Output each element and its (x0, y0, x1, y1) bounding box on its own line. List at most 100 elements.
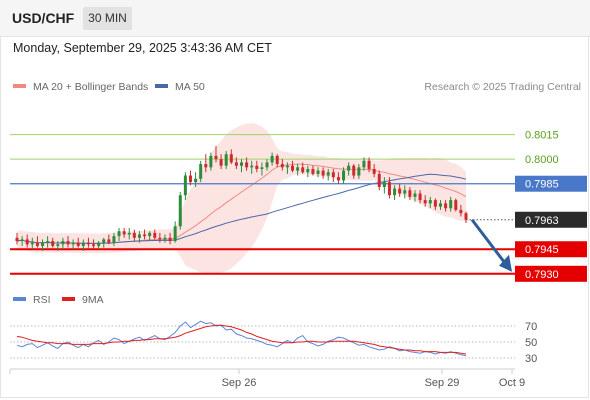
candle-body (76, 242, 80, 246)
rsi-pane: 70 50 30 (10, 320, 537, 365)
candle-body (387, 182, 391, 196)
credit-text: Research © 2025 Trading Central (424, 81, 581, 93)
pivot-label: 0.7985 (525, 179, 559, 191)
x-tick-label: Oct 9 (499, 377, 525, 389)
candle-body (168, 237, 172, 242)
x-tick-label: Sep 26 (222, 377, 257, 389)
x-tick-label: Sep 29 (425, 377, 460, 389)
ma50-legend-swatch (155, 84, 168, 88)
candle-body (112, 236, 116, 243)
chart-header: USD/CHF 30 MIN (0, 0, 590, 37)
candle-body (428, 200, 432, 204)
candle-body (107, 239, 111, 243)
candle-body (15, 237, 19, 242)
support-label: 0.7945 (525, 244, 559, 256)
timeframe-badge[interactable]: 30 MIN (83, 7, 132, 30)
candle-body (86, 242, 90, 245)
candle-body (204, 164, 208, 168)
price-legend: MA 20 + Bollinger Bands MA 50 Research ©… (13, 81, 581, 93)
candle-body (357, 167, 361, 176)
candle-body (30, 242, 34, 245)
rsi-tick-label: 30 (525, 353, 537, 365)
candle-body (393, 188, 397, 196)
candle-body (46, 241, 50, 243)
candle-body (229, 154, 233, 163)
candle-body (71, 242, 75, 245)
chart-datetime: Monday, September 29, 2025 3:43:36 AM CE… (13, 41, 272, 55)
candle-body (51, 241, 55, 246)
candle-body (137, 234, 141, 238)
candle-body (382, 182, 386, 187)
level-labels: 0.8015 0.8000 0.7985 0.7963 0.7945 0.7930 (515, 130, 587, 282)
rsi-tick-label: 50 (525, 337, 537, 349)
candle-body (41, 242, 45, 246)
resistance-label: 0.8015 (525, 130, 559, 142)
candle-body (188, 175, 192, 183)
rsi-legend-label: RSI (33, 294, 51, 306)
candle-body (61, 241, 65, 245)
rsi-legend: RSI 9MA (13, 294, 104, 306)
bollinger-band-fill (17, 123, 466, 275)
candle-body (306, 168, 310, 173)
candle-body (143, 234, 147, 237)
candle-body (35, 242, 39, 246)
candle-body (234, 162, 238, 166)
forecast-arrow-shaft (470, 218, 506, 263)
candle-body (245, 162, 249, 168)
candle-body (163, 237, 167, 240)
candle-body (342, 170, 346, 181)
candles (15, 146, 468, 251)
candle-body (260, 167, 264, 169)
candle-body (56, 244, 60, 246)
pivot-tag (515, 175, 587, 192)
candle-body (403, 190, 407, 194)
bollinger-bands (17, 123, 466, 275)
candle-body (280, 164, 284, 168)
candle-body (25, 239, 29, 245)
candle-body (372, 168, 376, 174)
ma20-legend-label: MA 20 + Bollinger Bands (33, 81, 148, 93)
candle-body (459, 209, 463, 214)
last-price-label: 0.7963 (525, 215, 559, 227)
candle-body (438, 203, 442, 207)
candle-body (413, 193, 417, 197)
moving-averages (16, 163, 467, 244)
candle-body (219, 159, 223, 166)
candle-body (418, 193, 422, 201)
candle-body (377, 173, 381, 187)
candle-body (321, 170, 325, 176)
candle-body (66, 241, 70, 245)
candle-body (352, 165, 356, 176)
candle-body (265, 162, 269, 168)
candle-body (464, 213, 468, 220)
rsi-ma-legend-swatch (62, 297, 75, 301)
candle-body (367, 160, 371, 169)
candle-body (444, 203, 448, 209)
candle-body (336, 177, 340, 181)
candle-body (408, 190, 412, 197)
candle-body (423, 200, 427, 204)
symbol-title: USD/CHF (12, 10, 75, 26)
forecast-arrow (470, 218, 512, 272)
last-price-tag (515, 211, 587, 228)
rsi-legend-swatch (13, 297, 26, 301)
candle-body (209, 155, 213, 168)
candle-body (296, 167, 300, 171)
candle-body (148, 232, 152, 237)
candle-body (240, 162, 243, 166)
candle-body (199, 164, 203, 179)
candle-body (291, 165, 295, 171)
support-tag (515, 241, 587, 258)
candle-body (301, 167, 305, 173)
candle-body (102, 239, 106, 243)
candle-body (255, 165, 259, 169)
support-label: 0.7930 (525, 269, 559, 281)
resistance-label: 0.8000 (525, 154, 559, 166)
candle-body (194, 178, 198, 183)
candle-body (153, 232, 157, 238)
candle-body (183, 175, 187, 196)
candle-body (331, 172, 335, 178)
rsi-tick-label: 70 (525, 321, 537, 333)
forecast-arrow-head (499, 254, 512, 272)
candle-body (449, 200, 453, 209)
